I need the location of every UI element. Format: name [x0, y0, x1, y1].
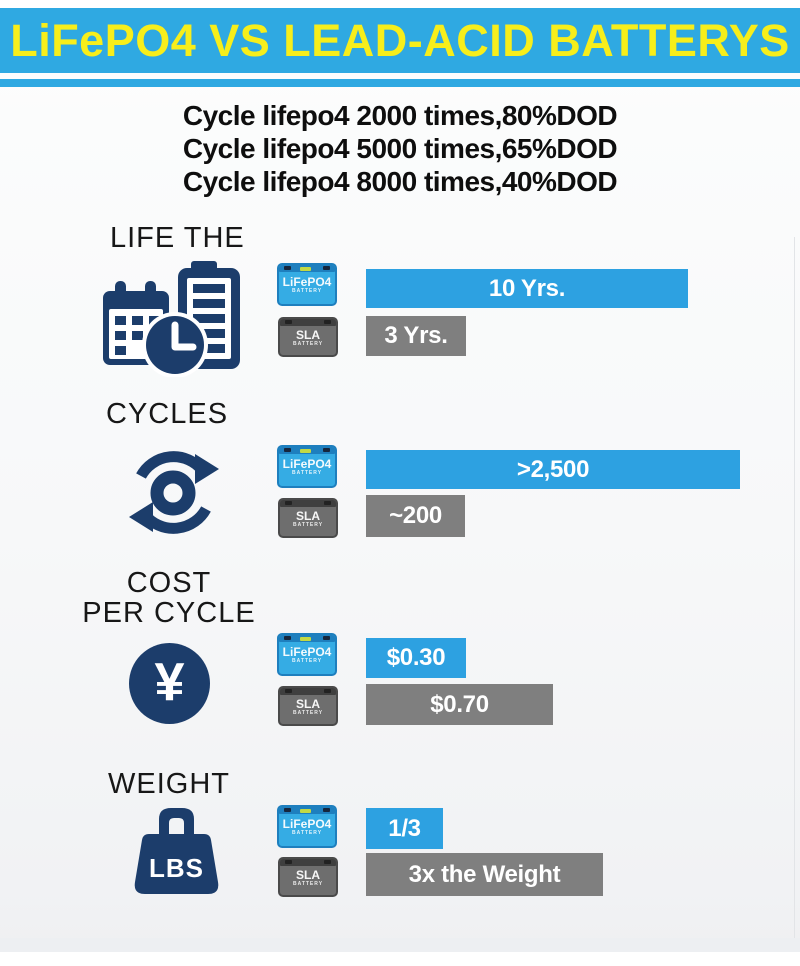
- dod-note-line: Cycle lifepo4 8000 times,40%DOD: [182, 166, 618, 197]
- page-title: LiFePO4 VS LEAD-ACID BATTERYS: [10, 14, 790, 66]
- lbs-label: LBS: [149, 853, 204, 883]
- battery-terminals: [280, 688, 336, 695]
- section-label-cost: COST PER CYCLE: [82, 567, 256, 629]
- footer-shade-band: [0, 938, 800, 952]
- yen-symbol: ¥: [154, 651, 185, 712]
- bar-life-sla: 3 Yrs.: [366, 316, 466, 356]
- battery-vent: [300, 637, 311, 641]
- bar-weight-sla: 3x the Weight: [366, 853, 603, 896]
- sla-battery-icon: SLA BATTERY: [278, 498, 338, 538]
- cycle-arrows-icon: [129, 451, 219, 534]
- lifepo4-battery-icon: LiFePO4 BATTERY: [277, 805, 337, 848]
- sla-battery-icon: SLA BATTERY: [278, 857, 338, 897]
- bar-weight-lifepo4: 1/3: [366, 808, 443, 849]
- footer-white-strip: [0, 952, 800, 966]
- calendar-clock-battery-icon: [103, 261, 240, 377]
- section-label-life: LIFE THE: [110, 222, 245, 254]
- page-right-edge-line: [794, 237, 795, 950]
- bar-life-lifepo4: 10 Yrs.: [366, 269, 688, 308]
- battery-vent: [300, 267, 311, 271]
- yen-coin-icon: ¥: [129, 643, 210, 724]
- section-label-weight: WEIGHT: [108, 768, 230, 800]
- dod-notes: Cycle lifepo4 2000 times,80%DOD Cycle li…: [0, 99, 800, 198]
- bar-cost-lifepo4: $0.30: [366, 638, 466, 678]
- battery-vent: [300, 809, 311, 813]
- lifepo4-battery-icon: LiFePO4 BATTERY: [277, 633, 337, 676]
- header-divider: [0, 79, 800, 87]
- weight-lbs-icon: LBS: [134, 808, 219, 894]
- dod-note-line: Cycle lifepo4 5000 times,65%DOD: [182, 133, 618, 164]
- lifepo4-battery-icon: LiFePO4 BATTERY: [277, 263, 337, 306]
- sla-battery-icon: SLA BATTERY: [278, 317, 338, 357]
- sla-battery-icon: SLA BATTERY: [278, 686, 338, 726]
- bar-cost-sla: $0.70: [366, 684, 553, 725]
- header-banner: LiFePO4 VS LEAD-ACID BATTERYS: [0, 8, 800, 73]
- bar-cycles-lifepo4: >2,500: [366, 450, 740, 489]
- battery-vent: [300, 449, 311, 453]
- bar-cycles-sla: ~200: [366, 495, 465, 537]
- lifepo4-battery-icon: LiFePO4 BATTERY: [277, 445, 337, 488]
- battery-terminals: [280, 859, 336, 866]
- section-label-cycles: CYCLES: [106, 398, 229, 430]
- battery-terminals: [280, 319, 336, 326]
- dod-note-line: Cycle lifepo4 2000 times,80%DOD: [182, 100, 618, 131]
- battery-terminals: [280, 500, 336, 507]
